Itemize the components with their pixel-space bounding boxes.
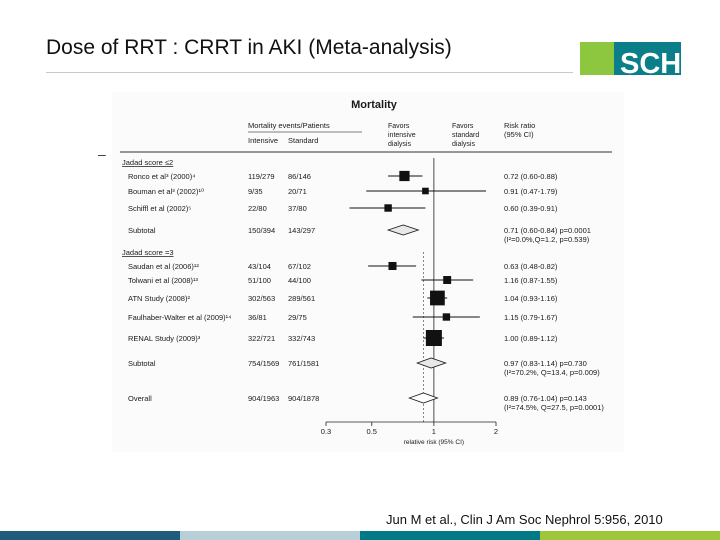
slide-title: Dose of RRT : CRRT in AKI (Meta-analysis… bbox=[46, 36, 452, 59]
risk-ratio-value: 0.91 (0.47-1.79) bbox=[504, 187, 558, 196]
forest-plot: Mortality Mortality events/Patients Intens… bbox=[112, 92, 624, 452]
overall-label: Overall bbox=[128, 394, 152, 403]
standard-events: 904/1878 bbox=[288, 394, 319, 403]
subtotal-label: Subtotal bbox=[128, 226, 156, 235]
heterogeneity-text: (I²=70.2%, Q=13.4, p=0.009) bbox=[504, 368, 600, 377]
intensive-events: 904/1963 bbox=[248, 394, 279, 403]
subtotal-diamond bbox=[415, 357, 448, 369]
bottom-bar-segment-1 bbox=[0, 531, 180, 540]
bottom-color-bar bbox=[0, 531, 720, 540]
risk-ratio-value: 0.72 (0.60-0.88) bbox=[504, 172, 558, 181]
standard-events: 761/1581 bbox=[288, 359, 319, 368]
bullet-dash: – bbox=[98, 146, 106, 162]
point-estimate-square bbox=[443, 276, 452, 284]
standard-events: 44/100 bbox=[288, 276, 311, 285]
citation: Jun M et al., Clin J Am Soc Nephrol 5:95… bbox=[386, 512, 663, 527]
standard-events: 67/102 bbox=[288, 262, 311, 271]
risk-ratio-value: 0.60 (0.39-0.91) bbox=[504, 204, 558, 213]
study-label: Schiffl et al (2002)⁵ bbox=[128, 204, 191, 213]
study-label: Ronco et al³ (2000)⁴ bbox=[128, 172, 195, 181]
x-tick-label: 2 bbox=[494, 427, 498, 436]
header-favors-standard-line: dialysis bbox=[452, 141, 475, 148]
bottom-bar-segment-3 bbox=[360, 531, 540, 540]
header-favors-standard-line: standard bbox=[452, 132, 479, 139]
standard-events: 289/561 bbox=[288, 294, 315, 303]
study-label: Bouman et al³ (2002)¹⁰ bbox=[128, 187, 204, 196]
risk-ratio-value: 1.04 (0.93-1.16) bbox=[504, 294, 558, 303]
intensive-events: 322/721 bbox=[248, 334, 275, 343]
risk-ratio-value: 0.97 (0.83-1.14) p=0.730 bbox=[504, 359, 587, 368]
intensive-events: 302/563 bbox=[248, 294, 275, 303]
risk-ratio-value: 1.16 (0.87-1.55) bbox=[504, 276, 558, 285]
intensive-events: 754/1569 bbox=[248, 359, 279, 368]
point-estimate-square bbox=[422, 187, 429, 195]
study-label: Saudan et al (2006)¹² bbox=[128, 262, 199, 271]
header-risk-ratio-line: (95% CI) bbox=[504, 130, 534, 139]
study-label: Faulhaber-Walter et al (2009)¹⁴ bbox=[128, 313, 231, 322]
risk-ratio-value: 1.15 (0.79-1.67) bbox=[504, 313, 558, 322]
group-heading: Jadad score =3 bbox=[122, 248, 174, 257]
intensive-events: 9/35 bbox=[248, 187, 263, 196]
intensive-events: 43/104 bbox=[248, 262, 271, 271]
subtotal-label: Subtotal bbox=[128, 359, 156, 368]
risk-ratio-value: 0.71 (0.60-0.84) p=0.0001 bbox=[504, 226, 591, 235]
intensive-events: 36/81 bbox=[248, 313, 267, 322]
x-axis-label: relative risk (95% CI) bbox=[404, 439, 464, 446]
standard-events: 143/297 bbox=[288, 226, 315, 235]
study-label: Tolwani et al (2008)¹³ bbox=[128, 276, 199, 285]
overall-diamond bbox=[407, 392, 439, 404]
subtotal-diamond bbox=[386, 224, 420, 236]
heterogeneity-text: (I²=0.0%,Q=1.2, p=0.539) bbox=[504, 235, 590, 244]
header-favors-intensive-line: Favors bbox=[388, 123, 410, 130]
bottom-bar-segment-4 bbox=[540, 531, 720, 540]
study-label: RENAL Study (2009)³ bbox=[128, 334, 201, 343]
standard-events: 29/75 bbox=[288, 313, 307, 322]
header-favors-intensive-line: intensive bbox=[388, 132, 416, 139]
x-tick-label: 0.5 bbox=[367, 427, 377, 436]
header-events: Mortality events/Patients bbox=[248, 121, 330, 130]
standard-events: 332/743 bbox=[288, 334, 315, 343]
header-risk-ratio-line: Risk ratio bbox=[504, 121, 535, 130]
study-label: ATN Study (2008)² bbox=[128, 294, 190, 303]
x-tick-label: 0.3 bbox=[321, 427, 331, 436]
intensive-events: 119/279 bbox=[248, 172, 275, 181]
heterogeneity-text: (I²=74.5%, Q=27.5, p=0.0001) bbox=[504, 403, 604, 412]
point-estimate-square bbox=[430, 290, 445, 306]
x-tick-label: 1 bbox=[432, 427, 436, 436]
point-estimate-square bbox=[384, 204, 392, 212]
intensive-events: 51/100 bbox=[248, 276, 271, 285]
title-rule bbox=[46, 72, 573, 73]
point-estimate-square bbox=[442, 313, 451, 321]
header-favors-standard-line: Favors bbox=[452, 123, 474, 130]
sch-logo: SCH bbox=[580, 42, 681, 75]
point-estimate-square bbox=[399, 170, 410, 182]
risk-ratio-value: 1.00 (0.89-1.12) bbox=[504, 334, 558, 343]
bottom-bar-segment-2 bbox=[180, 531, 360, 540]
standard-events: 86/146 bbox=[288, 172, 311, 181]
header-standard: Standard bbox=[288, 136, 318, 145]
standard-events: 37/80 bbox=[288, 204, 307, 213]
risk-ratio-value: 0.63 (0.48-0.82) bbox=[504, 262, 558, 271]
header-intensive: Intensive bbox=[248, 136, 278, 145]
logo-teal-block bbox=[614, 42, 681, 75]
chart-title: Mortality bbox=[351, 99, 398, 111]
point-estimate-square bbox=[388, 261, 397, 271]
logo-text: SCH bbox=[620, 48, 681, 75]
standard-events: 20/71 bbox=[288, 187, 307, 196]
intensive-events: 150/394 bbox=[248, 226, 275, 235]
intensive-events: 22/80 bbox=[248, 204, 267, 213]
point-estimate-square bbox=[425, 330, 442, 346]
risk-ratio-value: 0.89 (0.76-1.04) p=0.143 bbox=[504, 394, 587, 403]
header-favors-intensive-line: dialysis bbox=[388, 141, 411, 148]
group-heading: Jadad score ≤2 bbox=[122, 158, 173, 167]
